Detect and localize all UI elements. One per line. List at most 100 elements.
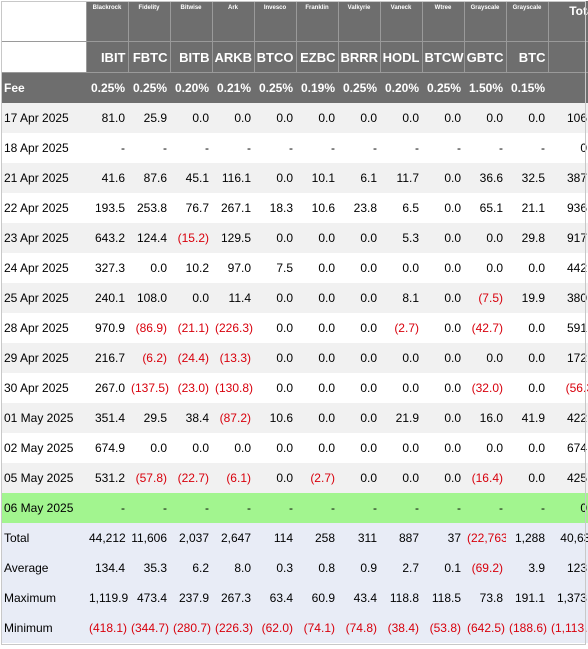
fee-value: 0.21% <box>212 72 254 103</box>
row-date: 17 Apr 2025 <box>1 103 86 133</box>
flow-value: 16.0 <box>464 403 506 433</box>
flow-value: 643.2 <box>86 223 128 253</box>
fee-value: 0.25% <box>128 72 170 103</box>
flow-value: 97.0 <box>212 253 254 283</box>
flow-value: 21.9 <box>380 403 422 433</box>
summary-value: 114 <box>254 523 296 553</box>
summary-value: 1,288 <box>506 523 548 553</box>
flow-value: 0.0 <box>254 283 296 313</box>
flow-value: 0.0 <box>422 103 464 133</box>
flow-value: 0.0 <box>338 433 380 463</box>
flow-value: 36.6 <box>464 163 506 193</box>
flow-value: 6.1 <box>338 163 380 193</box>
flow-value: 0.0 <box>506 463 548 493</box>
flow-value: 0.0 <box>338 343 380 373</box>
fee-total-spacer <box>548 72 588 103</box>
table-row: 25 Apr 2025 240.1 108.0 0.0 11.4 0.0 0.0 0.0 8.1… <box>1 283 588 313</box>
summary-value: (74.1) <box>296 613 338 643</box>
summary-value: 118.5 <box>422 583 464 613</box>
summary-value: 6.2 <box>170 553 212 583</box>
row-total: 387.4 <box>548 163 588 193</box>
summary-row: Maximum 1,119.9 473.4 237.9 267.3 63.4 60.9 43.… <box>1 583 588 613</box>
flow-value: - <box>422 133 464 163</box>
row-date: 18 Apr 2025 <box>1 133 86 163</box>
summary-value: 0.3 <box>254 553 296 583</box>
ticker-symbol: BTCO <box>254 41 297 73</box>
flow-value: 0.0 <box>296 433 338 463</box>
flow-value: (24.4) <box>170 343 212 373</box>
flow-value: 0.0 <box>296 343 338 373</box>
flow-value: - <box>464 133 506 163</box>
flow-value: 5.3 <box>380 223 422 253</box>
summary-value: 267.3 <box>212 583 254 613</box>
flow-value: 18.3 <box>254 193 296 223</box>
flow-value: 267.1 <box>212 193 254 223</box>
flow-value: 0.0 <box>254 313 296 343</box>
flow-value: 0.0 <box>506 373 548 403</box>
issuer-row: Blackrock Fidelity Bitwise Ark Invesco Frankl… <box>1 1 588 42</box>
flow-value: 267.0 <box>86 373 128 403</box>
ticker-row: IBIT FBTC BITB ARKB BTCO EZBC BRRR HODL BTCW GBTC… <box>1 41 588 73</box>
flow-value: - <box>464 493 506 523</box>
flow-value: 0.0 <box>338 253 380 283</box>
flow-value: 65.1 <box>464 193 506 223</box>
flow-value: 0.0 <box>464 223 506 253</box>
summary-value: (642.5) <box>464 613 506 643</box>
flow-value: (2.7) <box>296 463 338 493</box>
flow-value: - <box>338 133 380 163</box>
summary-value: 1,119.9 <box>86 583 128 613</box>
flow-value: 0.0 <box>296 313 338 343</box>
summary-total: 1,373.8 <box>548 583 588 613</box>
flow-value: 0.0 <box>254 223 296 253</box>
flow-value: 10.6 <box>254 403 296 433</box>
row-total: 917.0 <box>548 223 588 253</box>
flow-value: - <box>296 493 338 523</box>
flow-value: 327.3 <box>86 253 128 283</box>
row-date: 06 May 2025 <box>1 493 86 523</box>
table-row: 01 May 2025 351.4 29.5 38.4 (87.2) 10.6 0.0 0.0… <box>1 403 588 433</box>
flow-value: 240.1 <box>86 283 128 313</box>
summary-value: 8.0 <box>212 553 254 583</box>
flow-value: 0.0 <box>422 223 464 253</box>
table-row: 06 May 2025-----------0.0 <box>1 493 588 523</box>
summary-value: 118.8 <box>380 583 422 613</box>
row-total: 674.9 <box>548 433 588 463</box>
flow-value: 0.0 <box>380 103 422 133</box>
flow-value: 11.7 <box>380 163 422 193</box>
issuer-name: Grayscale <box>464 1 507 42</box>
flow-value: 0.0 <box>380 253 422 283</box>
flow-value: - <box>170 133 212 163</box>
summary-value: 0.1 <box>422 553 464 583</box>
flow-value: (42.7) <box>464 313 506 343</box>
fee-label: Fee <box>1 72 86 103</box>
table-row: 24 Apr 2025 327.3 0.0 10.2 97.0 7.5 0.0 0.0 0.0 0… <box>1 253 588 283</box>
summary-total: 123.5 <box>548 553 588 583</box>
table-header: Blackrock Fidelity Bitwise Ark Invesco Frankl… <box>1 1 588 103</box>
summary-row: Minimum (418.1) (344.7) (280.7) (226.3) (62.0… <box>1 613 588 643</box>
flow-value: - <box>422 493 464 523</box>
summary-value: (344.7) <box>128 613 170 643</box>
flow-value: 0.0 <box>422 313 464 343</box>
flow-value: (22.7) <box>170 463 212 493</box>
total-column-spacer <box>548 41 588 73</box>
ticker-symbol: BITB <box>170 41 213 73</box>
summary-value: (226.3) <box>212 613 254 643</box>
flow-value: 10.6 <box>296 193 338 223</box>
row-total: 936.5 <box>548 193 588 223</box>
flow-value: - <box>380 133 422 163</box>
flow-value: 10.1 <box>296 163 338 193</box>
row-total: 106.9 <box>548 103 588 133</box>
flow-value: 81.0 <box>86 103 128 133</box>
flow-value: (21.1) <box>170 313 212 343</box>
flow-value: 0.0 <box>296 103 338 133</box>
row-total: 172.8 <box>548 343 588 373</box>
flow-value: (32.0) <box>464 373 506 403</box>
flow-value: 0.0 <box>254 433 296 463</box>
flow-value: 0.0 <box>422 373 464 403</box>
row-date: 30 Apr 2025 <box>1 373 86 403</box>
flow-value: 41.9 <box>506 403 548 433</box>
flow-value: 23.8 <box>338 193 380 223</box>
summary-value: (22,763) <box>464 523 506 553</box>
summary-value: 134.4 <box>86 553 128 583</box>
fee-value: 0.20% <box>170 72 212 103</box>
